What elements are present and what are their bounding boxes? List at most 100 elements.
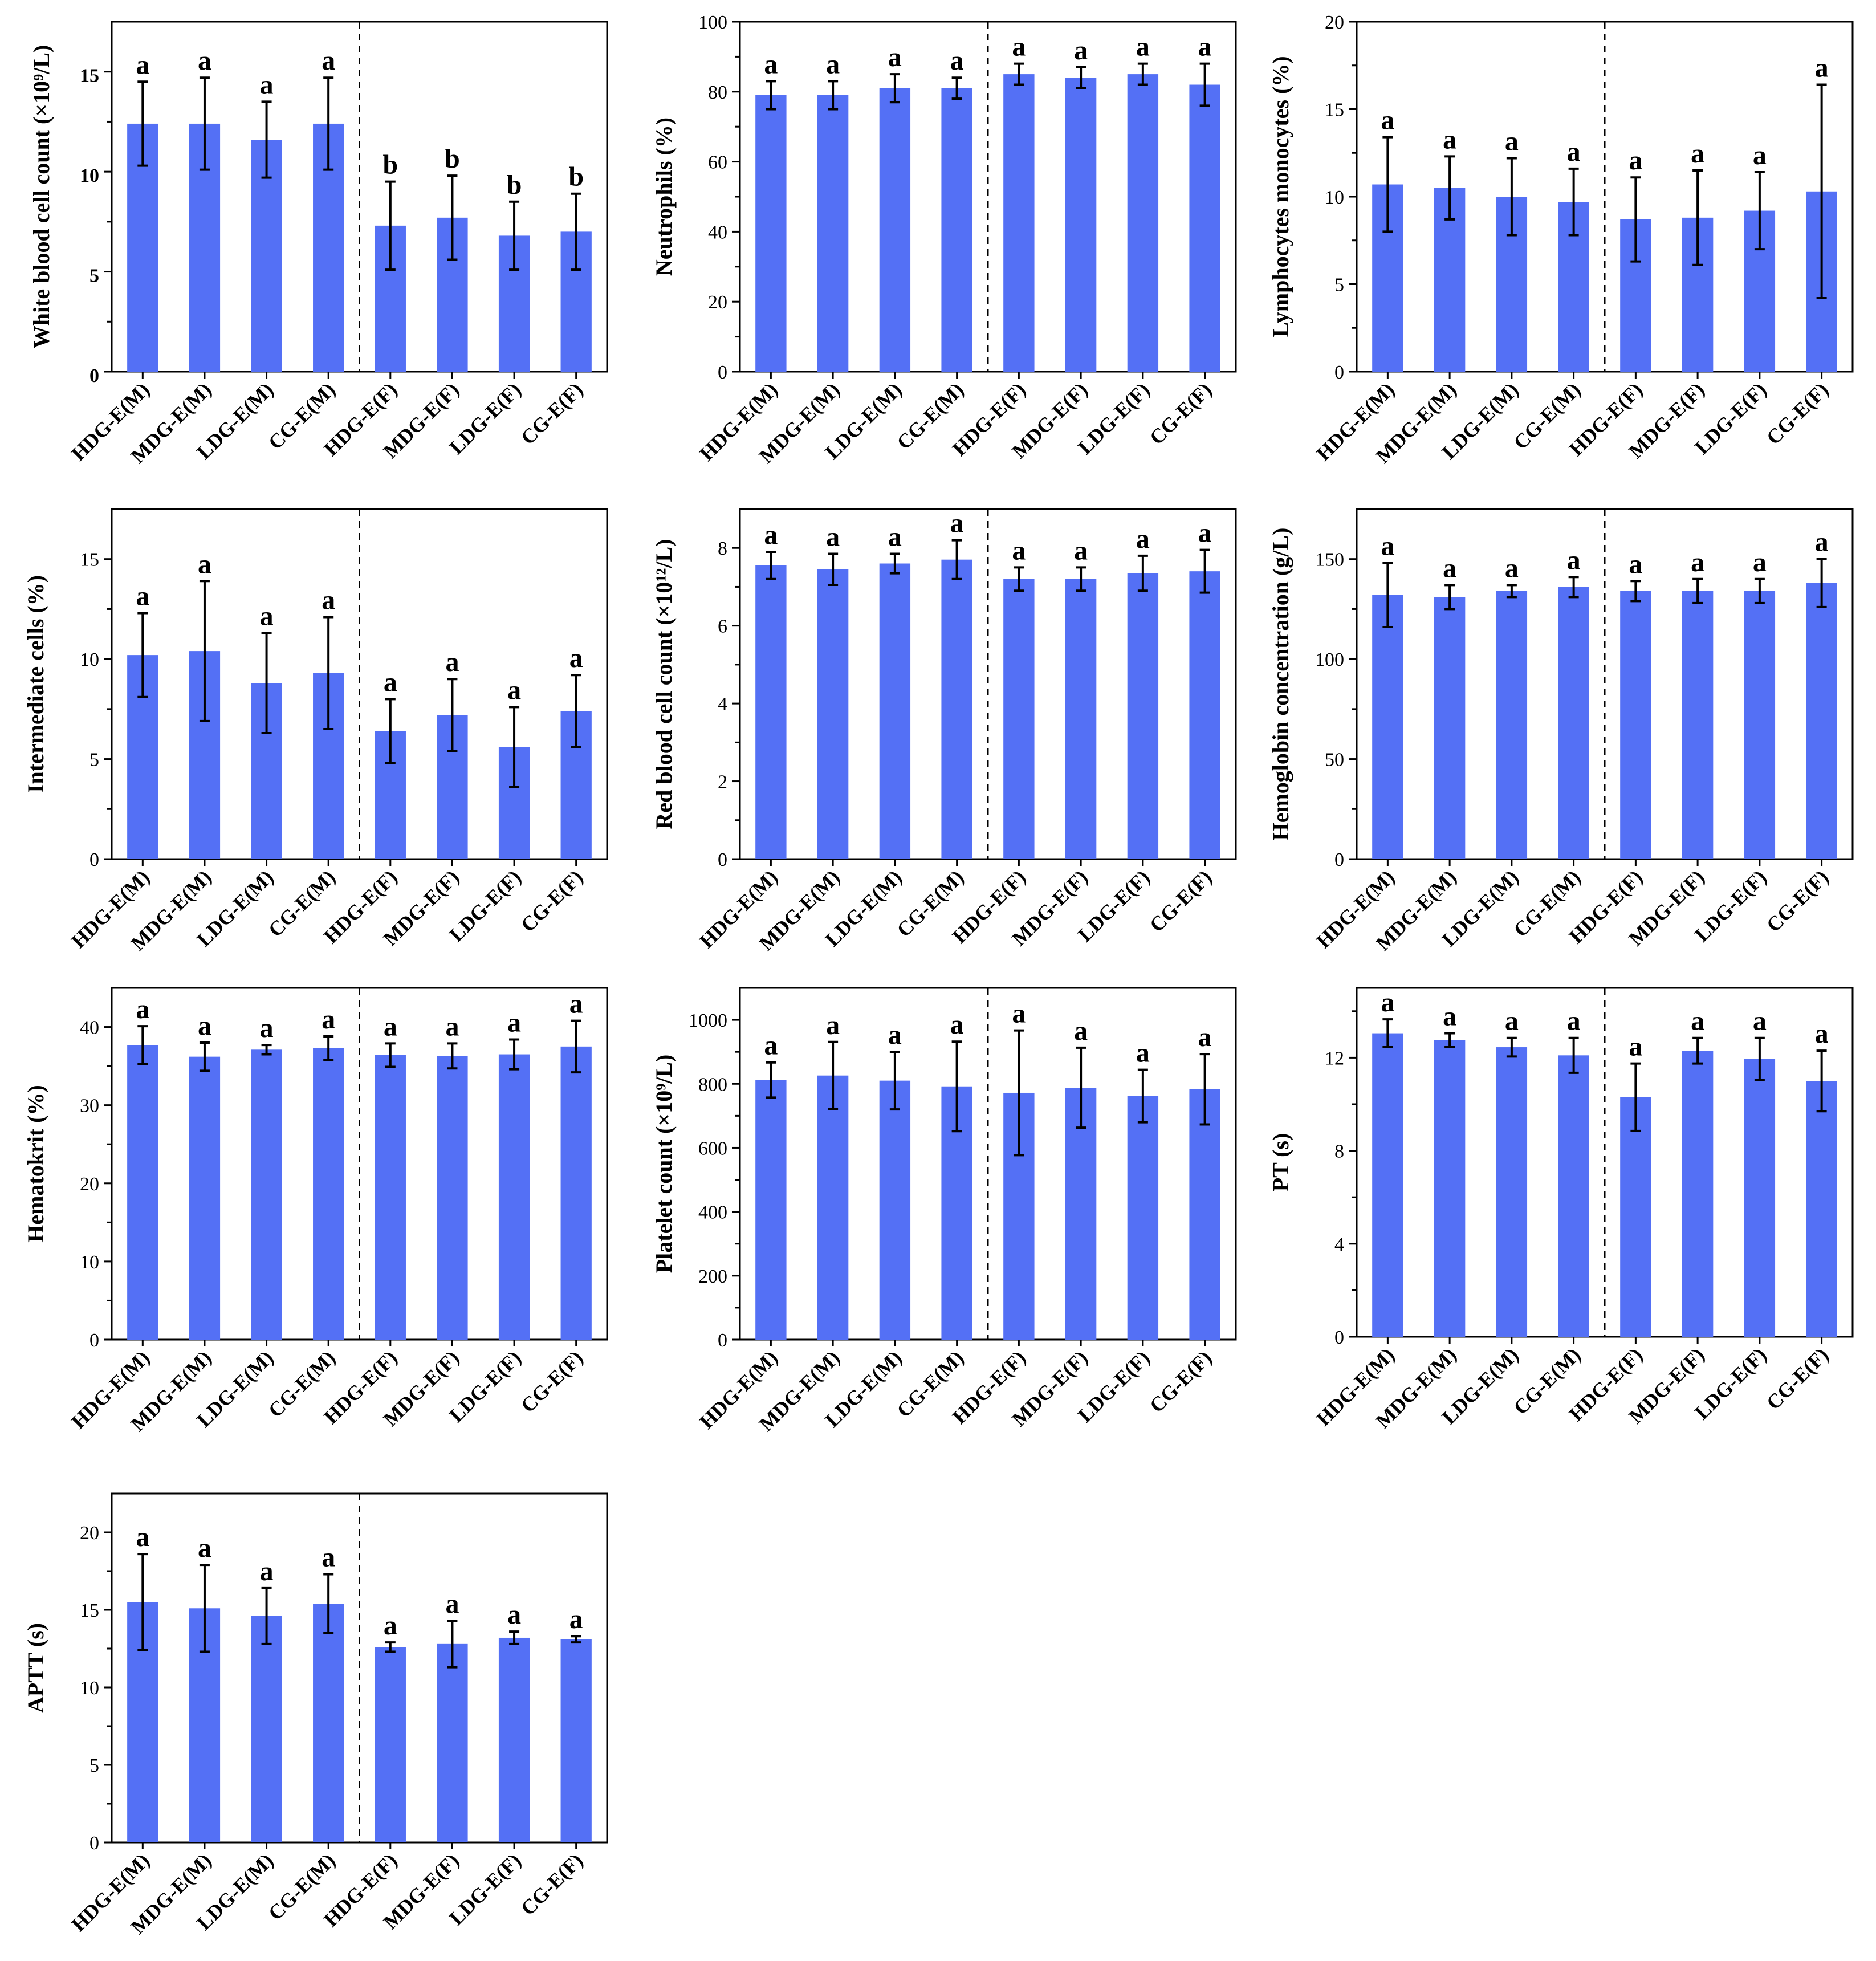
y-tick-label: 10	[80, 649, 99, 670]
y-tick-label: 10	[80, 1678, 99, 1699]
significance-letter: a	[1815, 53, 1829, 83]
significance-letter: a	[1505, 553, 1519, 583]
bar	[375, 1647, 406, 1842]
bar	[1620, 1097, 1651, 1337]
y-axis-label: White blood cell count (×10⁹/L)	[29, 45, 54, 349]
significance-letter: a	[1815, 527, 1829, 558]
bar	[1744, 591, 1776, 859]
y-tick-label: 5	[89, 1755, 99, 1776]
bar	[1065, 1088, 1097, 1340]
bar	[1127, 1096, 1159, 1340]
y-tick-label: 150	[1315, 550, 1344, 571]
significance-letter: a	[1815, 1019, 1829, 1049]
x-tick-label: CG-E(F)	[1762, 1343, 1833, 1414]
significance-letter: a	[384, 1011, 397, 1041]
y-tick-label: 0	[718, 1330, 727, 1351]
y-axis-label: Neutrophils (%)	[651, 117, 677, 276]
significance-letter: a	[507, 1600, 521, 1630]
y-tick-label: 0	[1334, 849, 1344, 870]
significance-letter: a	[1567, 545, 1581, 575]
y-tick-label: 0	[1334, 362, 1344, 383]
y-tick-label: 800	[698, 1074, 727, 1095]
bar	[560, 1046, 592, 1340]
significance-letter: a	[1753, 140, 1767, 170]
y-tick-label: 8	[718, 538, 727, 559]
y-tick-label: 15	[80, 550, 99, 571]
y-tick-label: 30	[80, 1096, 99, 1117]
bar	[251, 1049, 282, 1340]
significance-letter: b	[382, 150, 398, 180]
significance-letter: a	[1753, 547, 1767, 577]
y-tick-label: 2	[718, 772, 727, 793]
significance-letter: a	[569, 1604, 583, 1634]
significance-letter: a	[764, 520, 778, 550]
y-tick-label: 15	[1325, 100, 1344, 121]
y-tick-label: 0	[718, 849, 727, 870]
bar	[1744, 1059, 1776, 1337]
y-tick-label: 0	[718, 362, 727, 383]
significance-letter: a	[1198, 32, 1212, 62]
bar	[941, 88, 972, 372]
bar	[1189, 1089, 1220, 1340]
bar	[1127, 573, 1159, 859]
bar	[1558, 1055, 1589, 1337]
bar	[879, 88, 911, 372]
y-tick-label: 1000	[689, 1010, 727, 1031]
bar	[437, 1056, 468, 1340]
significance-letter: a	[260, 1556, 274, 1586]
bar	[755, 1080, 787, 1340]
y-tick-label: 10	[80, 1252, 99, 1273]
y-axis-label: Hemoglobin concentration (g/L)	[1268, 528, 1293, 841]
significance-letter: a	[1691, 1006, 1704, 1036]
bar	[879, 563, 911, 859]
bar	[1065, 78, 1097, 372]
bar	[1189, 84, 1220, 372]
significance-letter: a	[1443, 553, 1456, 583]
y-tick-label: 8	[1334, 1141, 1344, 1162]
y-tick-label: 0	[89, 1330, 99, 1351]
y-tick-label: 5	[1334, 275, 1344, 296]
significance-letter: a	[950, 46, 964, 76]
significance-letter: a	[260, 1013, 274, 1043]
significance-letter: b	[507, 170, 522, 200]
significance-letter: a	[260, 601, 274, 632]
significance-letter: a	[198, 549, 211, 579]
significance-letter: a	[826, 1010, 840, 1040]
significance-letter: a	[826, 522, 840, 552]
y-axis-label: Intermediate cells (%)	[23, 575, 48, 793]
significance-letter: a	[1505, 1006, 1519, 1036]
significance-letter: a	[569, 989, 583, 1019]
bar	[560, 1639, 592, 1842]
y-tick-label: 20	[708, 292, 727, 313]
significance-letter: a	[764, 1031, 778, 1061]
bar	[1434, 597, 1466, 859]
y-tick-label: 12	[1325, 1048, 1344, 1069]
bar	[941, 559, 972, 859]
significance-letter: a	[1381, 531, 1394, 562]
significance-letter: a	[1381, 987, 1394, 1018]
significance-letter: a	[322, 585, 335, 615]
significance-letter: a	[445, 647, 459, 677]
significance-letter: a	[322, 1542, 335, 1572]
bar	[817, 95, 849, 372]
y-tick-label: 400	[698, 1202, 727, 1223]
x-tick-label: CG-E(F)	[516, 865, 587, 936]
y-axis-label: APTT (s)	[23, 1623, 48, 1713]
y-axis-label: PT (s)	[1268, 1133, 1293, 1192]
bar	[498, 1054, 530, 1340]
significance-letter: a	[888, 522, 902, 552]
significance-letter: a	[1198, 518, 1212, 548]
y-tick-label: 6	[718, 616, 727, 637]
y-tick-label: 5	[89, 750, 99, 771]
y-tick-label: 40	[80, 1018, 99, 1039]
x-tick-label: CG-E(F)	[1145, 865, 1216, 936]
significance-letter: a	[950, 508, 964, 539]
significance-letter: a	[1629, 145, 1642, 176]
significance-letter: a	[198, 46, 211, 76]
bar	[1434, 1040, 1466, 1337]
